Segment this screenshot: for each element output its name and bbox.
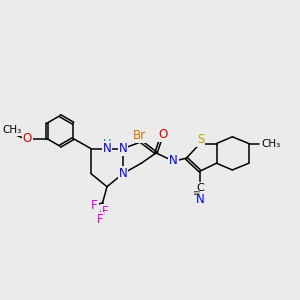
Text: ≡: ≡ xyxy=(192,189,200,198)
Text: F: F xyxy=(102,205,109,218)
Text: Br: Br xyxy=(133,129,146,142)
Text: N: N xyxy=(169,154,178,167)
Text: C: C xyxy=(196,183,204,193)
Text: O: O xyxy=(158,128,167,141)
Text: N: N xyxy=(196,193,204,206)
Text: N: N xyxy=(103,142,111,155)
Text: H: H xyxy=(169,160,178,170)
Text: O: O xyxy=(23,132,32,145)
Text: N: N xyxy=(119,142,128,155)
Text: N: N xyxy=(119,167,128,180)
Text: F: F xyxy=(97,212,104,226)
Text: CH₃: CH₃ xyxy=(2,125,21,135)
Text: H: H xyxy=(103,139,111,148)
Text: F: F xyxy=(91,199,98,212)
Text: CH₃: CH₃ xyxy=(262,139,281,148)
Text: S: S xyxy=(197,133,204,146)
